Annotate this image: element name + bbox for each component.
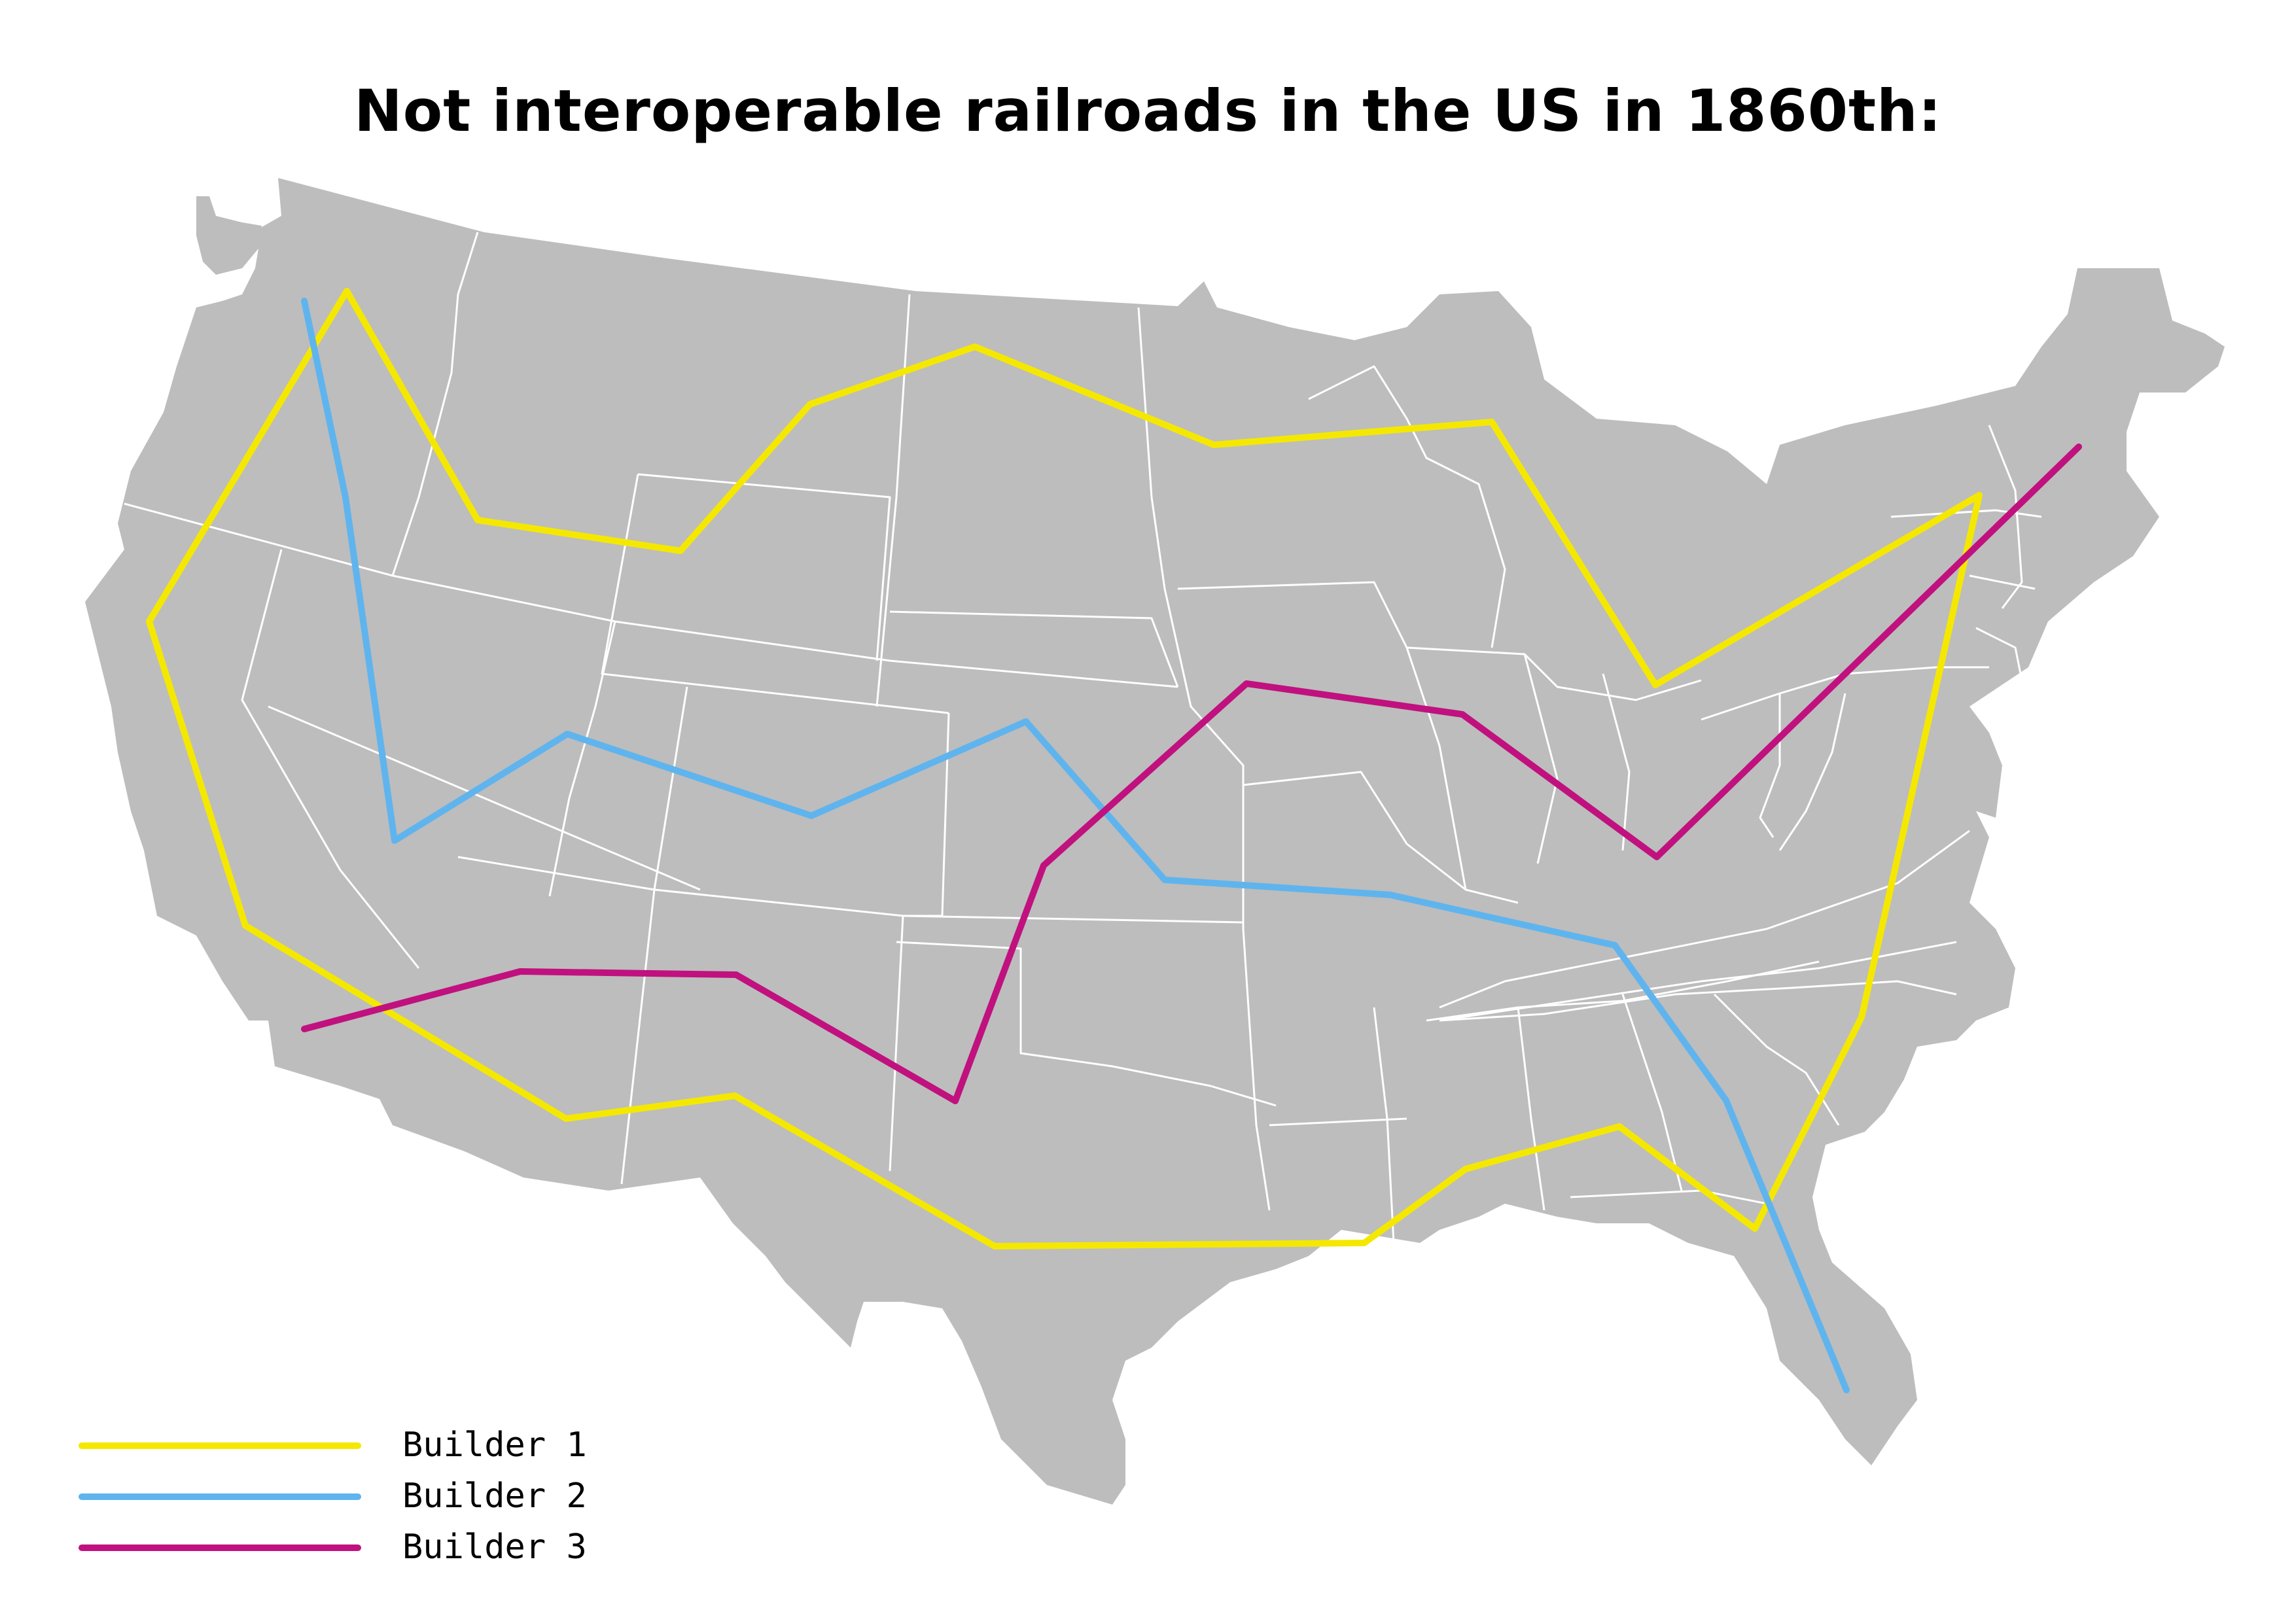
railroad-routes	[146, 288, 2082, 1393]
legend-item-builder-2: Builder 2	[79, 1474, 667, 1525]
builder-2-route	[301, 298, 1850, 1393]
legend-label-builder-1: Builder 1	[402, 1425, 587, 1465]
legend-swatch-builder-3	[79, 1544, 361, 1551]
builder-1-route	[146, 288, 1983, 1249]
legend-item-builder-3: Builder 3	[79, 1525, 667, 1576]
legend-swatch-builder-1	[79, 1442, 361, 1449]
legend-item-builder-1: Builder 1	[79, 1423, 667, 1474]
us-landmass	[85, 178, 2225, 1505]
legend-label-builder-3: Builder 3	[402, 1527, 587, 1567]
legend-swatch-builder-2	[79, 1493, 361, 1500]
puget-sound-area	[196, 196, 262, 275]
legend-label-builder-2: Builder 2	[402, 1476, 587, 1516]
legend: Builder 1 Builder 2 Builder 3	[79, 1423, 667, 1576]
state-borders	[124, 232, 2042, 1244]
builder-3-route	[301, 444, 2082, 1104]
map-title: Not interoperable railroads in the US in…	[354, 77, 1942, 145]
